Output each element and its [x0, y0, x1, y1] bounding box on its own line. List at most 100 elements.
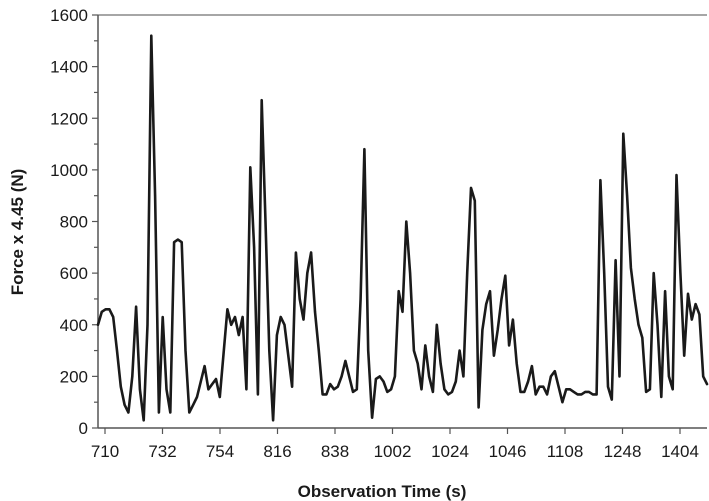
data-point [531, 365, 533, 367]
data-point [458, 349, 461, 352]
data-point [367, 349, 370, 352]
data-point [386, 391, 389, 393]
y-tick-label: 1600 [50, 6, 88, 25]
data-point [508, 344, 510, 347]
data-point [569, 388, 571, 391]
data-point [226, 308, 229, 311]
data-point [283, 324, 286, 326]
data-point [588, 391, 590, 393]
data-point [641, 336, 644, 339]
data-point [219, 396, 221, 398]
data-point [264, 220, 267, 223]
data-point [637, 324, 640, 326]
x-tick-label: 1108 [547, 442, 584, 461]
series-line [96, 34, 709, 422]
data-point [173, 241, 175, 243]
data-point [534, 393, 537, 396]
data-point [238, 334, 240, 336]
x-axis-ticks: 710 732 754 816 838 1002 1024 1046 1108 1248 1404 [91, 428, 699, 461]
data-point [439, 362, 442, 365]
data-point [211, 383, 213, 385]
data-point [702, 375, 704, 378]
data-point [485, 303, 488, 305]
data-point [279, 316, 282, 318]
data-point [565, 388, 567, 391]
data-point [618, 375, 621, 378]
y-tick-label: 400 [60, 316, 88, 335]
data-point [260, 99, 263, 101]
data-point [550, 375, 552, 378]
series-group [96, 34, 709, 422]
data-point [180, 241, 183, 243]
data-point [649, 388, 651, 391]
data-point [276, 334, 278, 336]
x-tick-label: 710 [91, 442, 119, 461]
x-tick-label: 732 [148, 442, 176, 461]
data-point [340, 375, 343, 378]
y-axis-ticks: 0 200 400 600 800 1000 1200 1400 1600 [50, 6, 98, 438]
y-tick-label: 600 [60, 264, 88, 283]
plot-frame [97, 14, 707, 429]
y-tick-label: 1000 [50, 161, 88, 180]
data-point [523, 391, 526, 393]
data-point [104, 308, 107, 311]
data-point [257, 393, 259, 396]
data-point [691, 318, 693, 321]
data-point [382, 380, 385, 383]
data-point [416, 362, 419, 365]
data-point [356, 388, 358, 391]
data-point [470, 187, 472, 189]
data-point [344, 360, 347, 362]
data-point [177, 238, 179, 241]
data-point [397, 290, 400, 293]
data-point [230, 324, 232, 326]
data-point [245, 388, 248, 391]
data-point [112, 316, 114, 318]
data-point [287, 354, 290, 357]
data-point [451, 391, 453, 393]
y-tick-label: 1200 [50, 109, 88, 128]
data-point [165, 388, 168, 391]
data-point [203, 365, 206, 367]
data-point [694, 303, 697, 305]
data-point [150, 34, 153, 37]
data-point [161, 316, 164, 318]
data-point [329, 383, 332, 385]
data-point [706, 383, 708, 385]
data-point [645, 391, 647, 393]
data-point [599, 179, 602, 181]
data-point [359, 298, 362, 300]
data-point [576, 393, 579, 396]
data-point [371, 416, 373, 419]
data-point [184, 349, 187, 352]
data-point [363, 148, 366, 150]
data-point [462, 375, 465, 378]
x-tick-label: 838 [321, 442, 349, 461]
y-tick-label: 1400 [50, 58, 88, 77]
data-point [390, 388, 392, 391]
data-point [626, 194, 628, 197]
data-point [687, 293, 689, 295]
data-point [603, 272, 605, 274]
data-point [101, 311, 103, 313]
data-point [321, 393, 324, 396]
data-point [131, 375, 134, 378]
data-point [671, 388, 674, 391]
data-point [97, 324, 99, 326]
data-point [447, 393, 450, 396]
data-point [268, 349, 271, 352]
data-point [538, 385, 541, 388]
data-point [318, 349, 320, 352]
x-tick-label: 754 [206, 442, 234, 461]
data-point [500, 298, 503, 300]
data-point [515, 362, 518, 365]
data-point [489, 290, 491, 293]
x-tick-label: 1248 [604, 442, 642, 461]
data-point [481, 329, 484, 331]
data-point [375, 378, 377, 380]
data-point [443, 388, 446, 391]
x-tick-label: 1404 [661, 442, 699, 461]
x-tick-label: 1002 [374, 442, 412, 461]
data-point [139, 388, 141, 391]
